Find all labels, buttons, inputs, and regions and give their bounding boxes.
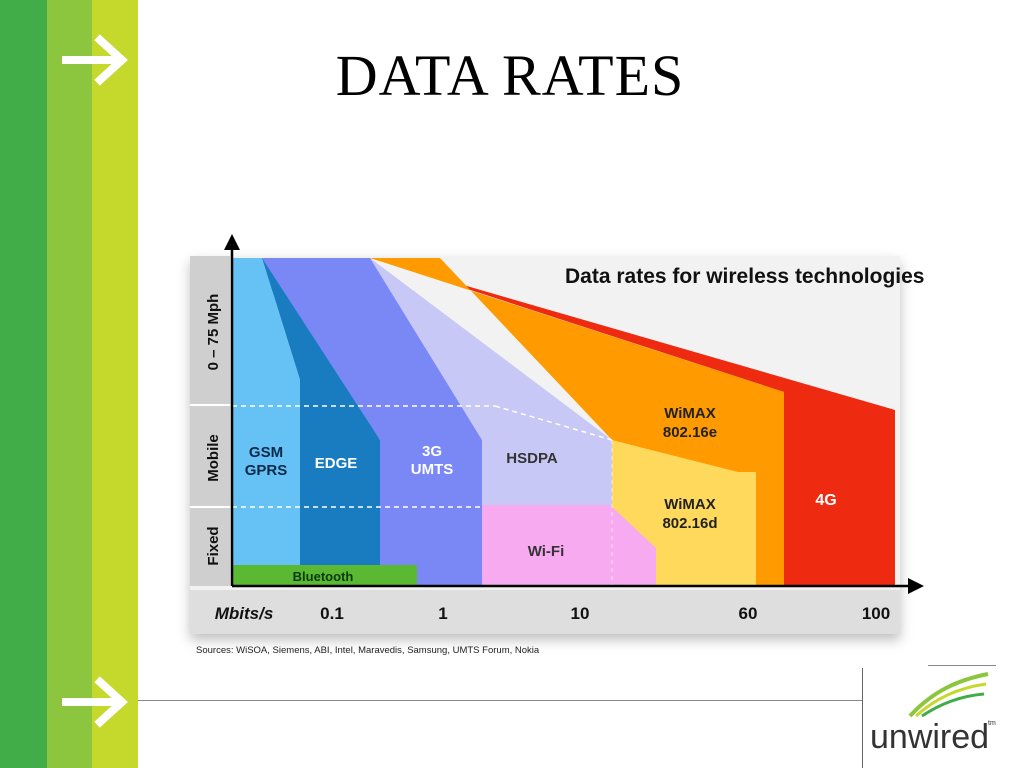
x-tick: 1	[438, 604, 447, 623]
label-gprs: GPRS	[245, 462, 288, 479]
region-4g	[370, 258, 895, 586]
region-bluetooth	[232, 565, 417, 587]
x-tick: 0.1	[320, 604, 344, 623]
x-tick: 60	[739, 604, 758, 623]
label-wifi: Wi-Fi	[528, 543, 565, 560]
label-hsdpa: HSDPA	[506, 450, 558, 467]
logo-top-rule	[928, 665, 996, 666]
label-wimax-e-2: 802.16e	[663, 424, 717, 441]
region-gsm-gprs	[232, 258, 300, 586]
region-3g-umts	[248, 258, 482, 586]
x-axis-band	[190, 590, 900, 634]
left-stripe-dark-green	[0, 0, 47, 768]
y-band-fixed: Fixed	[205, 526, 222, 565]
page-title: DATA RATES	[335, 43, 685, 108]
label-wimax-d-1: WiMAX	[664, 496, 716, 513]
sources-note: Sources: WiSOA, Siemens, ABI, Intel, Mar…	[196, 645, 540, 656]
y-band-mobile: Mobile	[205, 434, 222, 482]
footer-rule	[138, 700, 862, 701]
chart-heading: Data rates for wireless technologies	[565, 265, 924, 288]
left-stripe-green	[47, 0, 92, 768]
label-gsm: GSM	[249, 444, 283, 461]
unwired-logo: unwired tm	[862, 668, 1024, 768]
y-band-column	[190, 256, 230, 586]
y-band-speed: 0 – 75 Mph	[205, 294, 222, 371]
trademark-mark: tm	[988, 720, 996, 727]
x-tick: 100	[862, 604, 890, 623]
region-hsdpa	[370, 258, 612, 586]
label-wimax-d-2: 802.16d	[662, 515, 717, 532]
x-tick: 10	[571, 604, 590, 623]
label-umts: UMTS	[411, 461, 454, 478]
logo-text: unwired	[870, 718, 990, 756]
label-edge: EDGE	[315, 455, 358, 472]
region-wifi	[482, 505, 656, 586]
left-stripe-lime	[92, 0, 138, 768]
swoosh-icon	[908, 672, 989, 718]
label-4g: 4G	[815, 492, 836, 509]
arrow-right-icon	[62, 676, 128, 728]
x-axis-label: Mbits/s	[215, 604, 274, 623]
region-edge	[262, 258, 380, 586]
label-wimax-e-1: WiMAX	[664, 405, 716, 422]
label-3g: 3G	[422, 443, 442, 460]
arrow-right-icon	[62, 34, 128, 86]
label-bluetooth: Bluetooth	[293, 569, 354, 584]
